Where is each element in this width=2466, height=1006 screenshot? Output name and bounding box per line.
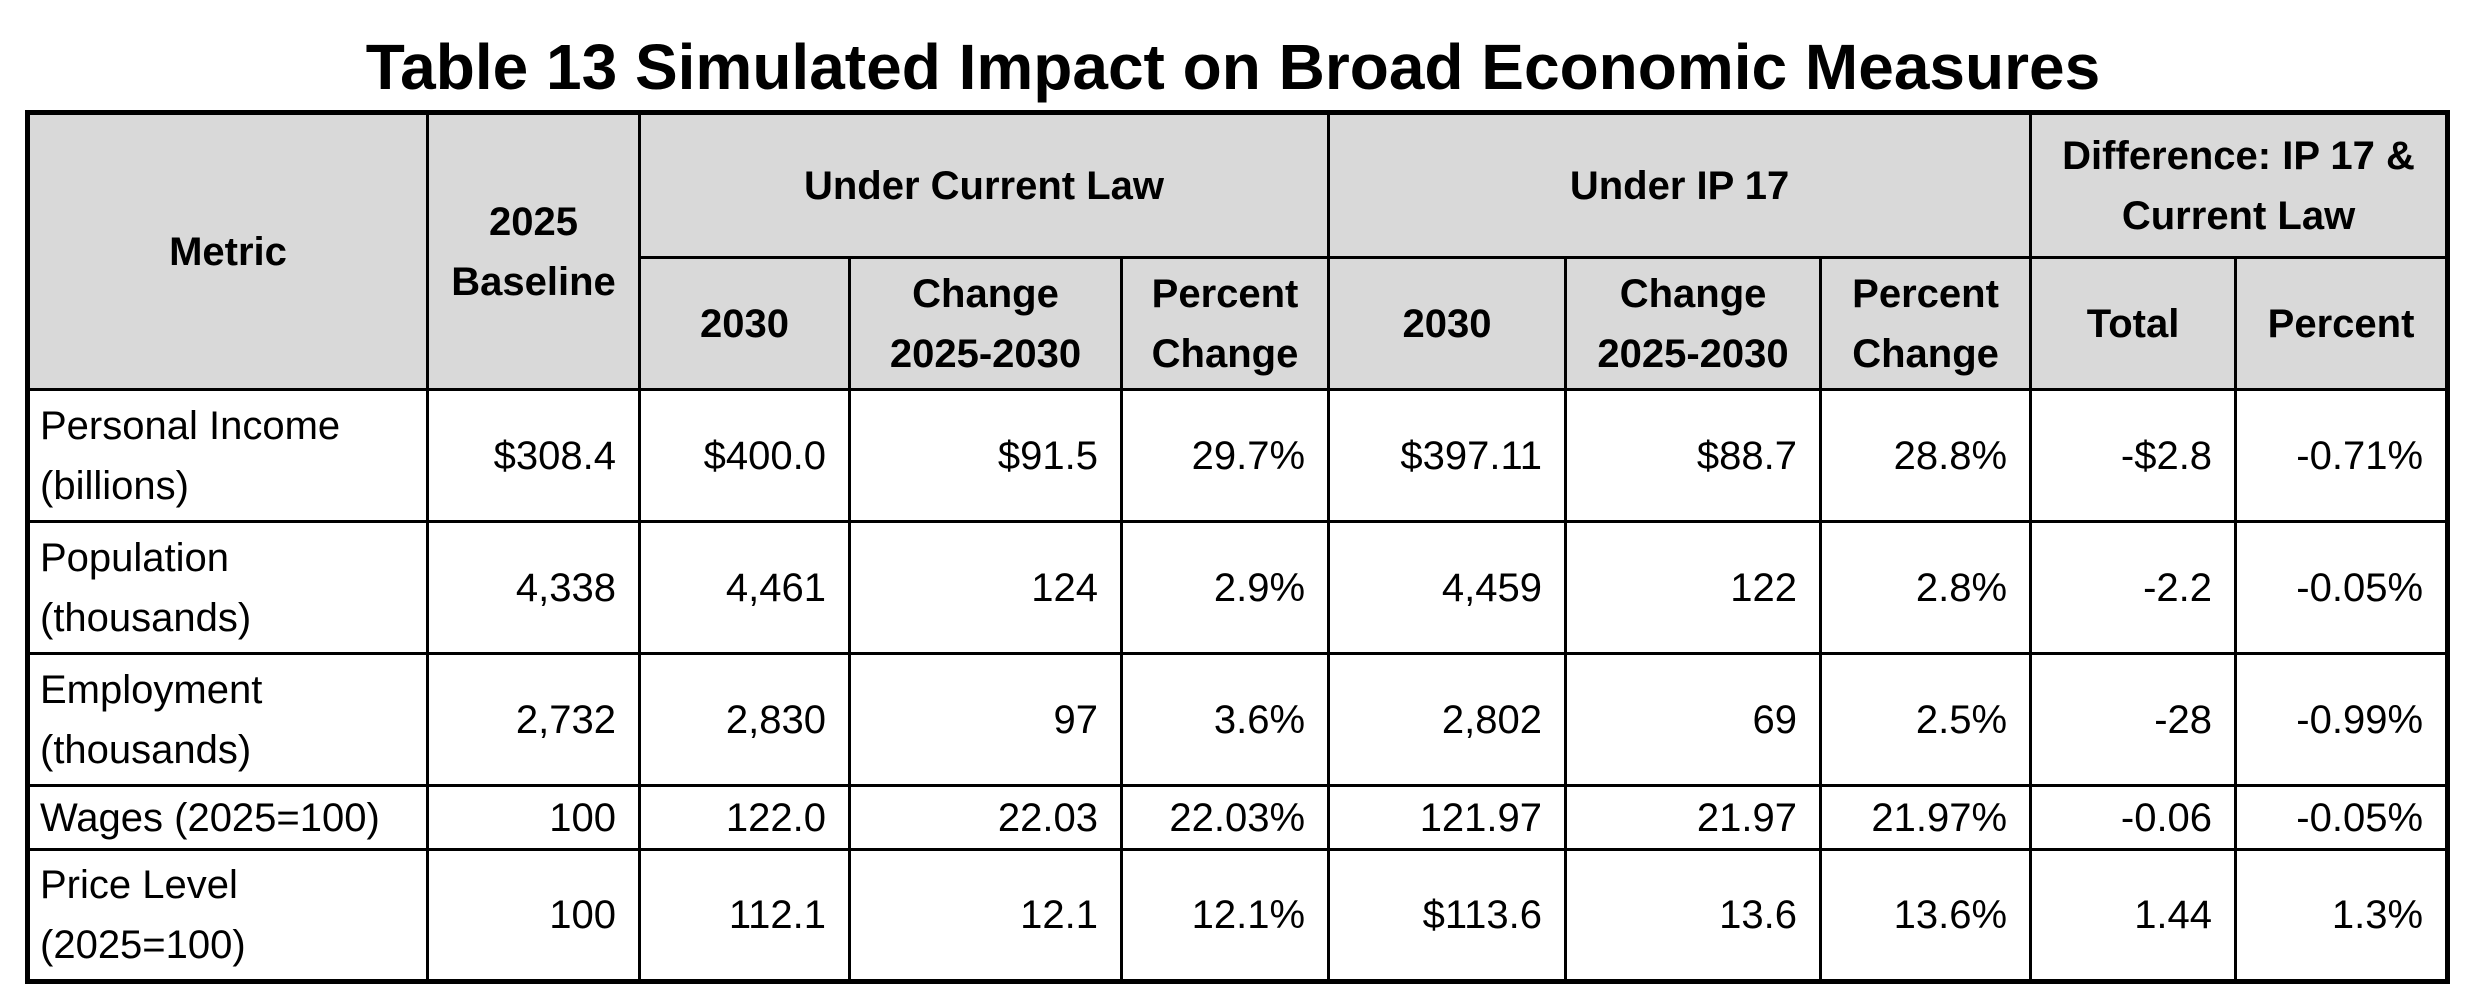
- cell-ip-2030: 121.97: [1327, 784, 1568, 851]
- header-current-percent: Percent Change: [1119, 256, 1331, 391]
- header-metric: Metric: [26, 111, 429, 391]
- cell-ip-2030: $113.6: [1327, 848, 1568, 983]
- cell-current-change: $91.5: [848, 388, 1123, 523]
- cell-diff-percent: -0.05%: [2234, 784, 2450, 851]
- table-row-personal-income: Personal Income (billions) $308.4 $400.0…: [26, 388, 2450, 523]
- header-ip-2030: 2030: [1327, 256, 1568, 391]
- cell-current-percent: 2.9%: [1119, 520, 1331, 655]
- cell-metric: Price Level (2025=100): [26, 848, 429, 983]
- economic-measures-table: Metric 2025 Baseline Under Current Law U…: [25, 110, 2451, 984]
- header-current-2030: 2030: [638, 256, 851, 391]
- cell-diff-percent: -0.99%: [2234, 652, 2450, 787]
- cell-diff-percent: -0.71%: [2234, 388, 2450, 523]
- cell-diff-percent: -0.05%: [2234, 520, 2450, 655]
- cell-current-percent: 3.6%: [1119, 652, 1331, 787]
- header-row-columns: 2030 Change 2025-2030 Percent Change 203…: [28, 256, 2450, 391]
- table-row-wages: Wages (2025=100) 100 122.0 22.03 22.03% …: [26, 784, 2450, 851]
- cell-baseline: 4,338: [426, 520, 641, 655]
- cell-ip-2030: 4,459: [1327, 520, 1568, 655]
- cell-current-2030: 2,830: [638, 652, 851, 787]
- cell-ip-percent: 2.8%: [1819, 520, 2033, 655]
- cell-metric: Employment (thousands): [26, 652, 429, 787]
- cell-ip-2030: $397.11: [1327, 388, 1568, 523]
- cell-current-change: 124: [848, 520, 1123, 655]
- table-row-price-level: Price Level (2025=100) 100 112.1 12.1 12…: [26, 848, 2450, 983]
- cell-baseline: 2,732: [426, 652, 641, 787]
- header-baseline: 2025 Baseline: [426, 111, 641, 391]
- header-group-difference: Difference: IP 17 & Current Law: [2029, 111, 2450, 259]
- table-row-employment: Employment (thousands) 2,732 2,830 97 3.…: [26, 652, 2450, 787]
- cell-current-change: 22.03: [848, 784, 1123, 851]
- cell-ip-percent: 2.5%: [1819, 652, 2033, 787]
- header-ip-change: Change 2025-2030: [1564, 256, 1823, 391]
- cell-diff-total: -$2.8: [2029, 388, 2238, 523]
- cell-ip-percent: 28.8%: [1819, 388, 2033, 523]
- cell-baseline: 100: [426, 848, 641, 983]
- cell-ip-change: 21.97: [1564, 784, 1823, 851]
- cell-diff-total: -2.2: [2029, 520, 2238, 655]
- cell-ip-change: 69: [1564, 652, 1823, 787]
- header-group-ip17: Under IP 17: [1327, 111, 2033, 259]
- cell-diff-total: 1.44: [2029, 848, 2238, 983]
- header-row-groups: Metric 2025 Baseline Under Current Law U…: [26, 111, 2450, 391]
- cell-baseline: $308.4: [426, 388, 641, 523]
- cell-current-percent: 22.03%: [1119, 784, 1331, 851]
- cell-diff-total: -28: [2029, 652, 2238, 787]
- cell-diff-percent: 1.3%: [2234, 848, 2450, 983]
- cell-current-percent: 29.7%: [1119, 388, 1331, 523]
- cell-ip-change: $88.7: [1564, 388, 1823, 523]
- cell-current-2030: $400.0: [638, 388, 851, 523]
- cell-ip-change: 13.6: [1564, 848, 1823, 983]
- cell-ip-2030: 2,802: [1327, 652, 1568, 787]
- cell-baseline: 100: [426, 784, 641, 851]
- cell-ip-change: 122: [1564, 520, 1823, 655]
- cell-ip-percent: 21.97%: [1819, 784, 2033, 851]
- cell-metric: Personal Income (billions): [26, 388, 429, 523]
- cell-diff-total: -0.06: [2029, 784, 2238, 851]
- cell-metric: Population (thousands): [26, 520, 429, 655]
- cell-current-2030: 4,461: [638, 520, 851, 655]
- header-diff-percent: Percent: [2234, 256, 2450, 391]
- cell-current-percent: 12.1%: [1119, 848, 1331, 983]
- header-ip-percent: Percent Change: [1819, 256, 2033, 391]
- cell-current-change: 12.1: [848, 848, 1123, 983]
- header-group-current-law: Under Current Law: [637, 111, 1331, 259]
- cell-current-2030: 112.1: [638, 848, 851, 983]
- table-title: Table 13 Simulated Impact on Broad Econo…: [365, 31, 2101, 103]
- header-current-change: Change 2025-2030: [848, 256, 1123, 391]
- cell-ip-percent: 13.6%: [1819, 848, 2033, 983]
- cell-current-2030: 122.0: [638, 784, 851, 851]
- cell-metric: Wages (2025=100): [26, 784, 429, 851]
- cell-current-change: 97: [848, 652, 1123, 787]
- table-row-population: Population (thousands) 4,338 4,461 124 2…: [26, 520, 2450, 655]
- header-diff-total: Total: [2029, 256, 2238, 391]
